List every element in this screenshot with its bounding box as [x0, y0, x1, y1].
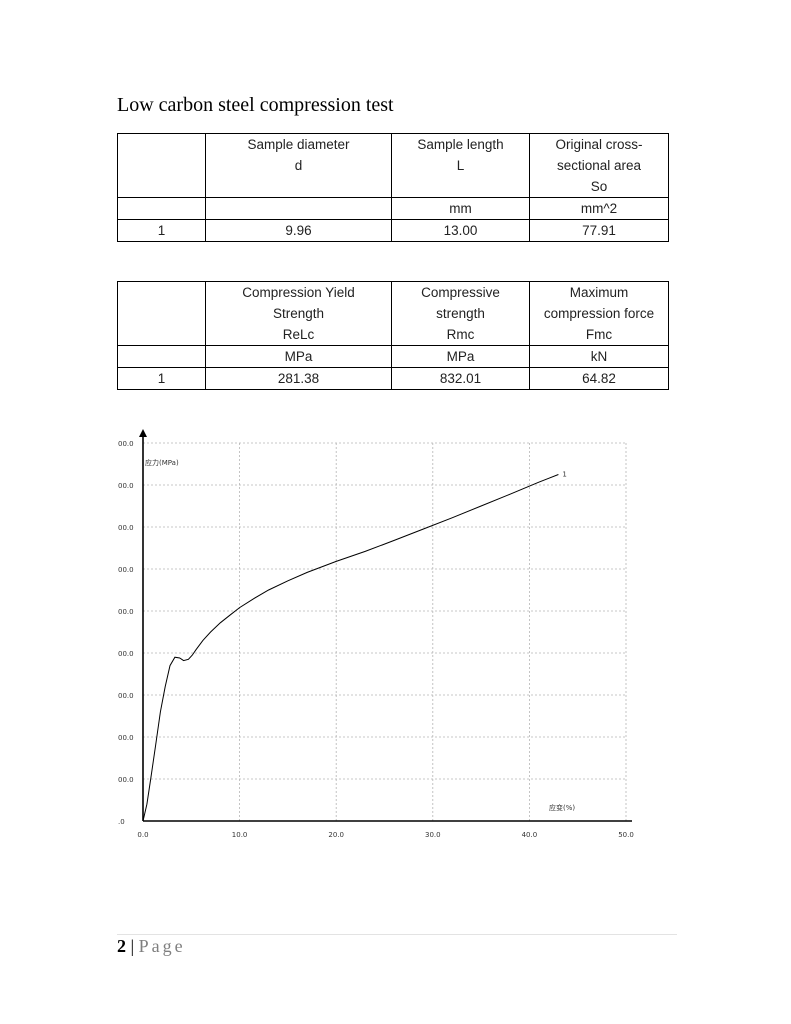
header-line: d: [294, 158, 303, 173]
header-line: ReLc: [282, 327, 315, 342]
row-index: 1: [117, 367, 206, 390]
header-cell-length: Sample length L: [391, 133, 530, 198]
header-line: So: [590, 179, 608, 194]
y-tick-label: 00.0: [118, 608, 134, 616]
header-line: compression force: [543, 306, 655, 321]
header-line: Original cross-: [555, 137, 643, 152]
sample-dimensions-table: Sample diameter d Sample length L Origin…: [117, 133, 669, 242]
length-value: 13.00: [391, 219, 530, 242]
y-tick-label: 00.0: [118, 734, 134, 742]
page-title: Low carbon steel compression test: [117, 94, 394, 116]
y-tick-label: 00.0: [118, 650, 134, 658]
x-tick-label: 20.0: [328, 831, 344, 839]
y-tick-label: 00.0: [118, 566, 134, 574]
y-axis-label: 应力(MPa): [145, 458, 179, 467]
unit-cell: mm^2: [529, 197, 669, 220]
y-tick-label: 00.0: [118, 692, 134, 700]
header-cell-yield: Compression Yield Strength ReLc: [205, 281, 392, 346]
footer-divider: [117, 934, 677, 935]
header-cell-index: [117, 281, 206, 346]
header-line: Strength: [272, 306, 325, 321]
header-line: Sample length: [417, 137, 504, 152]
y-tick-label: 00.0: [118, 482, 134, 490]
x-axis-label: 应变(%): [549, 803, 575, 812]
unit-cell: mm: [391, 197, 530, 220]
x-tick-label: 10.0: [232, 831, 248, 839]
y-tick-label: .0: [118, 818, 125, 826]
page-number: 2: [117, 936, 126, 956]
header-line: Fmc: [585, 327, 613, 342]
y-axis-arrow: [139, 429, 147, 437]
x-tick-label: 50.0: [618, 831, 634, 839]
x-tick-label: 0.0: [137, 831, 148, 839]
yield-strength-value: 281.38: [205, 367, 392, 390]
max-force-value: 64.82: [529, 367, 669, 390]
header-line: sectional area: [556, 158, 642, 173]
unit-cell: kN: [529, 345, 669, 368]
unit-cell: [117, 197, 206, 220]
chart-ticks: 0.0 10.0 20.0 30.0 40.0 50.0 .0 00.0 00.0 00.0 00.…: [118, 440, 634, 839]
unit-cell: [205, 197, 392, 220]
page-footer: 2 | Page: [117, 936, 186, 957]
x-tick-label: 30.0: [425, 831, 441, 839]
compressive-strength-value: 832.01: [391, 367, 530, 390]
chart-grid: [143, 442, 627, 821]
y-tick-label: 00.0: [118, 440, 134, 448]
units-row: MPa MPa kN: [117, 345, 669, 368]
header-line: Compressive: [421, 285, 500, 300]
header-cell-diameter: Sample diameter d: [205, 133, 392, 198]
chart-axes: [139, 429, 632, 822]
page-label: Page: [138, 936, 186, 956]
header-cell-force: Maximum compression force Fmc: [529, 281, 669, 346]
series-label: 1: [562, 471, 566, 479]
table-header-row: Sample diameter d Sample length L Origin…: [117, 133, 669, 198]
header-line: Rmc: [446, 327, 475, 342]
x-tick-label: 40.0: [522, 831, 538, 839]
diameter-value: 9.96: [205, 219, 392, 242]
header-cell-area: Original cross- sectional area So: [529, 133, 669, 198]
header-line: Compression Yield: [242, 285, 355, 300]
unit-cell: [117, 345, 206, 368]
table-row: 1 281.38 832.01 64.82: [117, 367, 669, 390]
units-row: mm mm^2: [117, 197, 669, 220]
series-line: [142, 474, 559, 822]
chart-series: 1: [142, 471, 567, 822]
y-tick-label: 00.0: [118, 524, 134, 532]
stress-strain-chart: 0.0 10.0 20.0 30.0 40.0 50.0 .0 00.0 00.0 00.0 00.…: [118, 429, 634, 839]
header-line: strength: [436, 306, 485, 321]
header-line: Sample diameter: [247, 137, 350, 152]
area-value: 77.91: [529, 219, 669, 242]
compression-results-table: Compression Yield Strength ReLc Compress…: [117, 281, 669, 390]
y-tick-label: 00.0: [118, 776, 134, 784]
header-cell-strength: Compressive strength Rmc: [391, 281, 530, 346]
row-index: 1: [117, 219, 206, 242]
header-line: L: [456, 158, 465, 173]
unit-cell: MPa: [391, 345, 530, 368]
header-cell-index: [117, 133, 206, 198]
header-line: Maximum: [569, 285, 629, 300]
footer-separator: |: [130, 936, 135, 956]
table-header-row: Compression Yield Strength ReLc Compress…: [117, 281, 669, 346]
table-row: 1 9.96 13.00 77.91: [117, 219, 669, 242]
unit-cell: MPa: [205, 345, 392, 368]
